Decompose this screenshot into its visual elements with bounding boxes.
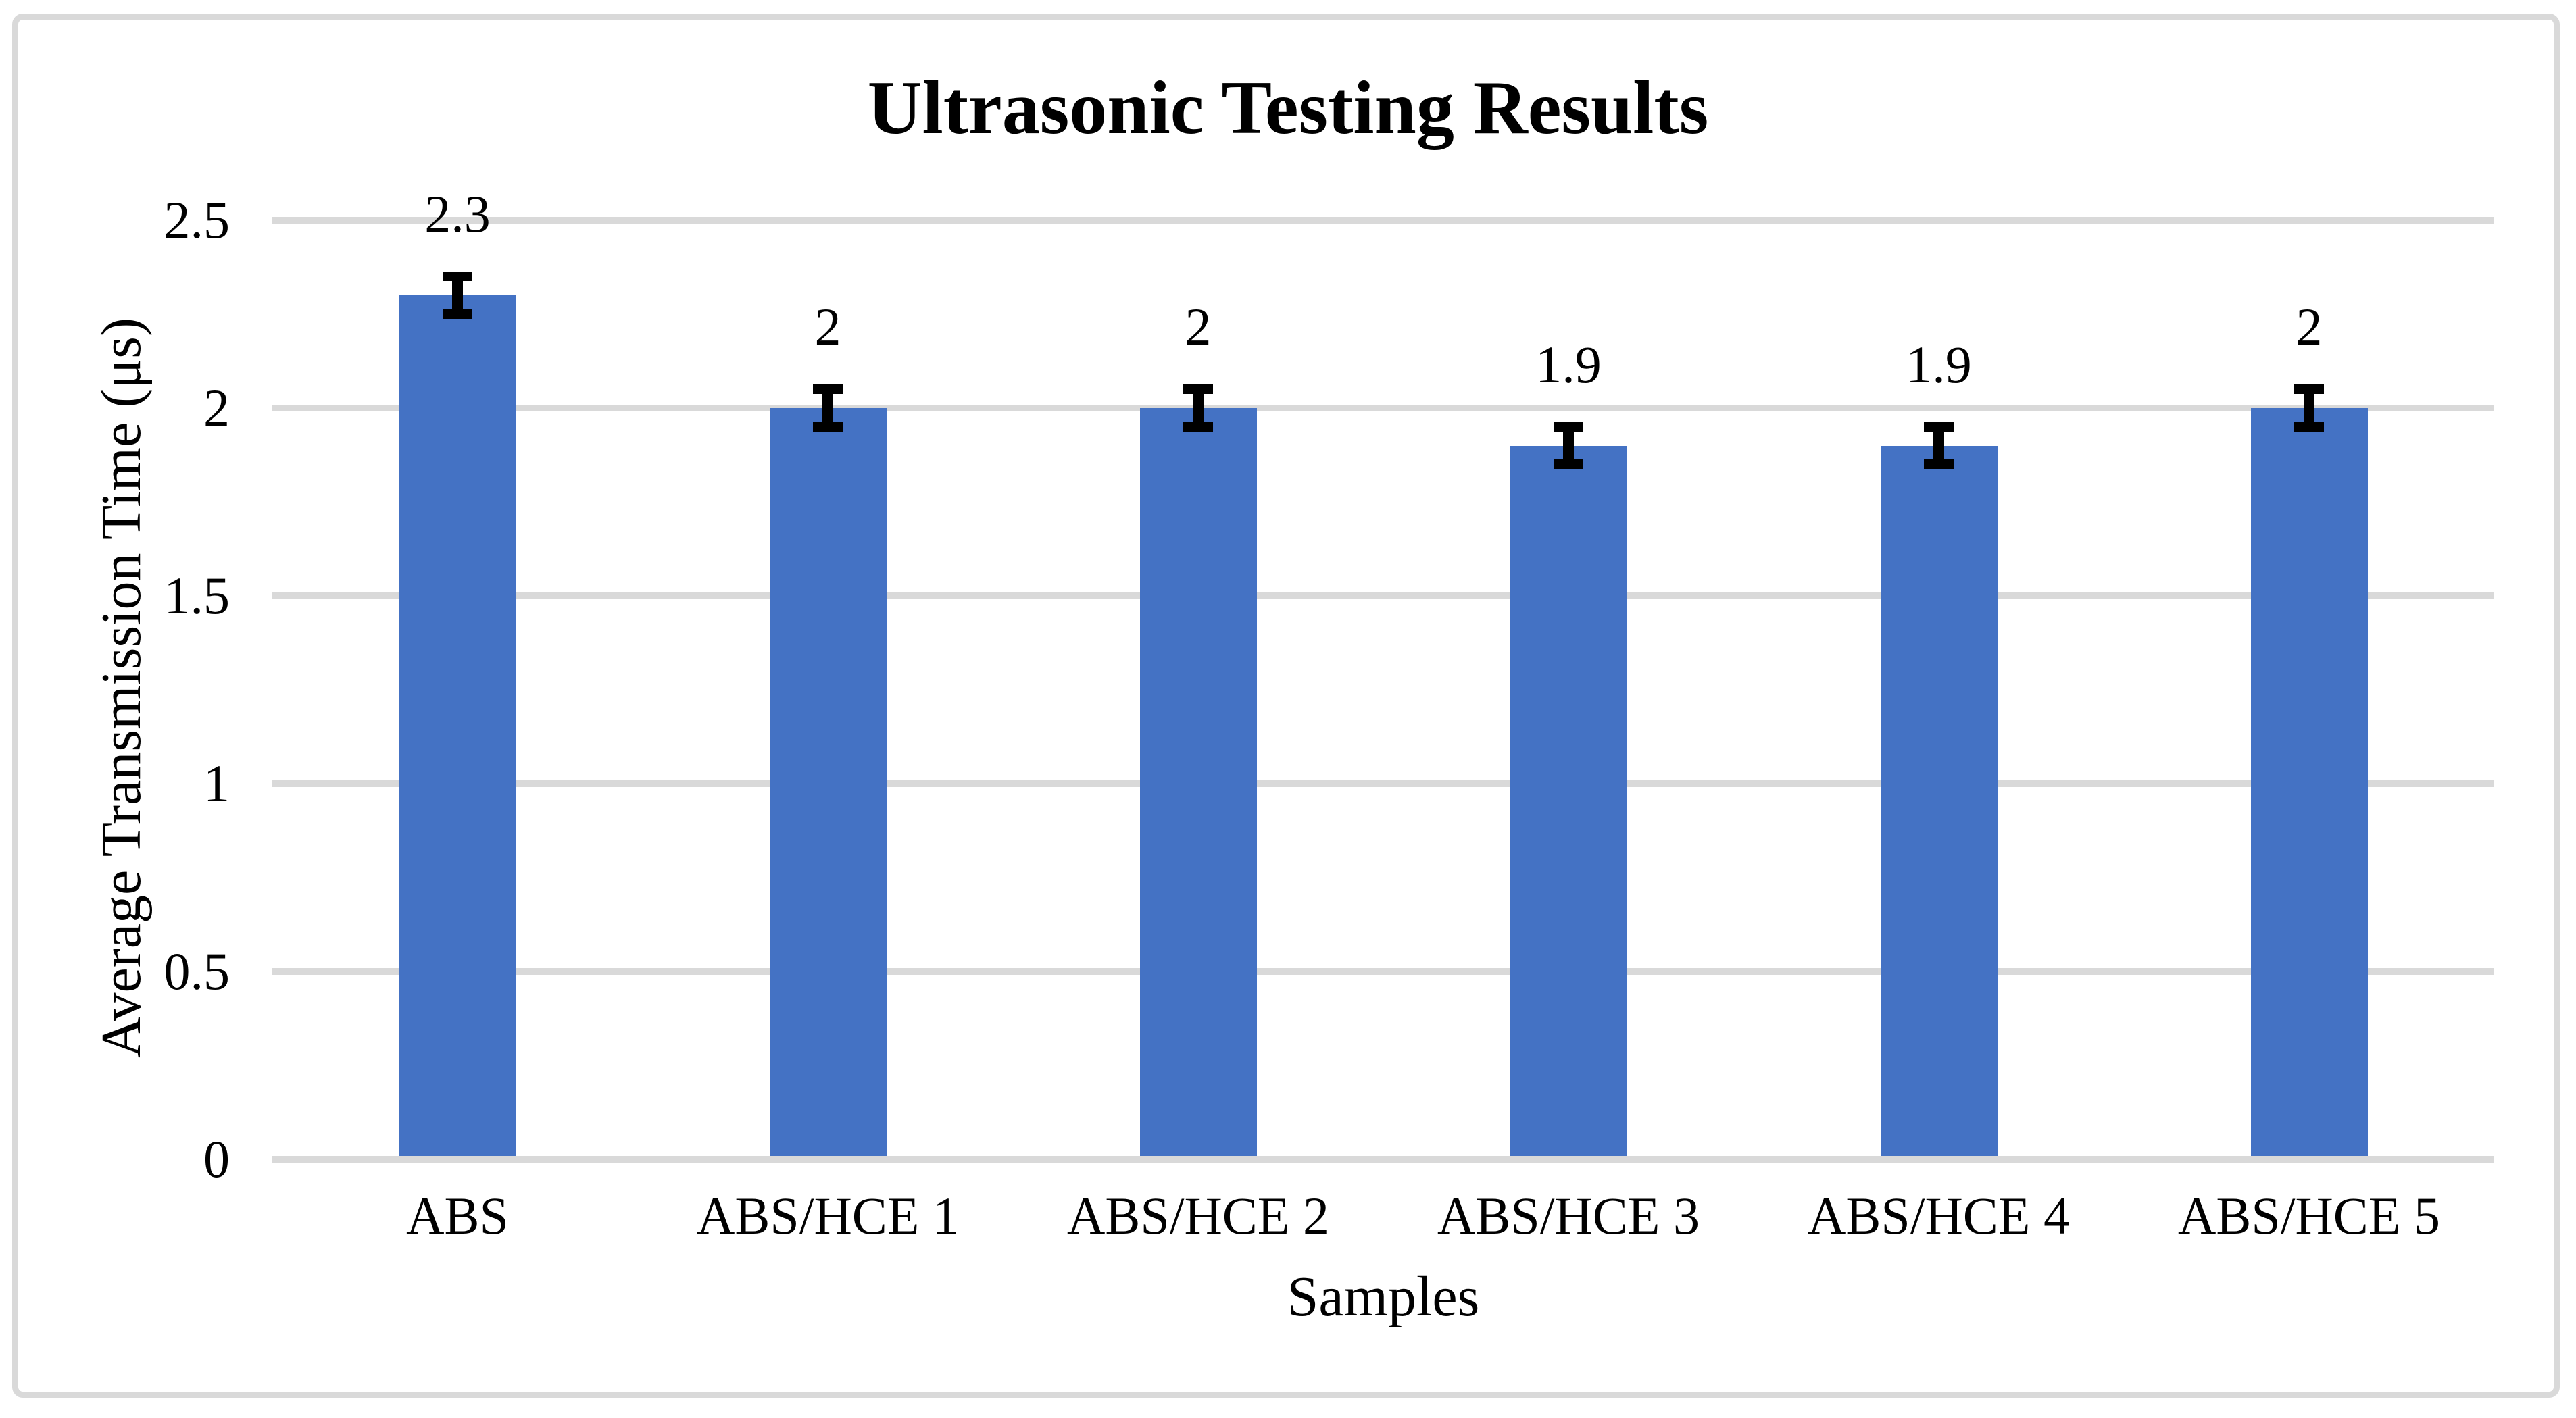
error-bar-cap-bottom-ABS	[443, 309, 472, 319]
error-bar-cap-bottom-ABS/HCE 4	[1924, 459, 1954, 470]
category-label-ABS/HCE 4: ABS/HCE 4	[1808, 1186, 2070, 1245]
error-bar-cap-bottom-ABS/HCE 3	[1554, 459, 1583, 470]
gridline-y-1	[272, 780, 2494, 787]
error-bar-cap-bottom-ABS/HCE 5	[2294, 422, 2324, 432]
y-tick-label-1: 1	[203, 754, 230, 813]
data-label-ABS/HCE 1: 2	[814, 297, 841, 356]
gridline-y-2	[272, 405, 2494, 411]
error-bar-stem-ABS/HCE 3	[1563, 426, 1574, 465]
gridline-y-0.5	[272, 968, 2494, 975]
error-bar-stem-ABS/HCE 5	[2304, 389, 2314, 427]
error-bar-cap-top-ABS/HCE 2	[1183, 384, 1213, 395]
y-tick-label-0: 0	[203, 1130, 230, 1188]
bar-ABS/HCE 1	[769, 408, 887, 1156]
data-label-ABS/HCE 4: 1.9	[1906, 334, 1972, 394]
bar-ABS/HCE 4	[1880, 445, 1998, 1156]
bar-ABS/HCE 5	[2250, 408, 2368, 1156]
category-label-ABS: ABS	[406, 1186, 509, 1245]
error-bar-stem-ABS/HCE 2	[1193, 389, 1204, 427]
gridline-y-2.5	[272, 217, 2494, 224]
data-label-ABS: 2.3	[424, 184, 491, 244]
y-tick-label-2.5: 2.5	[164, 191, 230, 249]
error-bar-cap-bottom-ABS/HCE 1	[813, 422, 843, 432]
category-label-ABS/HCE 1: ABS/HCE 1	[697, 1186, 959, 1245]
data-label-ABS/HCE 5: 2	[2296, 297, 2323, 356]
y-tick-label-0.5: 0.5	[164, 942, 230, 1001]
error-bar-stem-ABS/HCE 4	[1933, 426, 1944, 465]
error-bar-cap-top-ABS/HCE 1	[813, 384, 843, 395]
category-label-ABS/HCE 5: ABS/HCE 5	[2178, 1186, 2440, 1245]
error-bar-cap-top-ABS	[443, 272, 472, 282]
gridline-y-1.5	[272, 592, 2494, 599]
chart-title: Ultrasonic Testing Results	[867, 66, 1709, 150]
x-axis-line	[272, 1156, 2494, 1163]
data-label-ABS/HCE 3: 1.9	[1535, 334, 1602, 394]
y-tick-label-1.5: 1.5	[164, 566, 230, 625]
bar-ABS	[399, 295, 516, 1156]
bar-ABS/HCE 3	[1510, 445, 1627, 1156]
error-bar-cap-top-ABS/HCE 4	[1924, 422, 1954, 432]
y-tick-label-2: 2	[203, 378, 230, 437]
error-bar-cap-top-ABS/HCE 3	[1554, 422, 1583, 432]
error-bar-cap-top-ABS/HCE 5	[2294, 384, 2324, 395]
bar-ABS/HCE 2	[1139, 408, 1257, 1156]
category-label-ABS/HCE 2: ABS/HCE 2	[1067, 1186, 1329, 1245]
error-bar-stem-ABS/HCE 1	[822, 389, 833, 427]
x-axis-title: Samples	[1287, 1265, 1480, 1328]
data-label-ABS/HCE 2: 2	[1185, 297, 1212, 356]
error-bar-cap-bottom-ABS/HCE 2	[1183, 422, 1213, 432]
error-bar-stem-ABS	[452, 276, 463, 314]
category-label-ABS/HCE 3: ABS/HCE 3	[1437, 1186, 1700, 1245]
